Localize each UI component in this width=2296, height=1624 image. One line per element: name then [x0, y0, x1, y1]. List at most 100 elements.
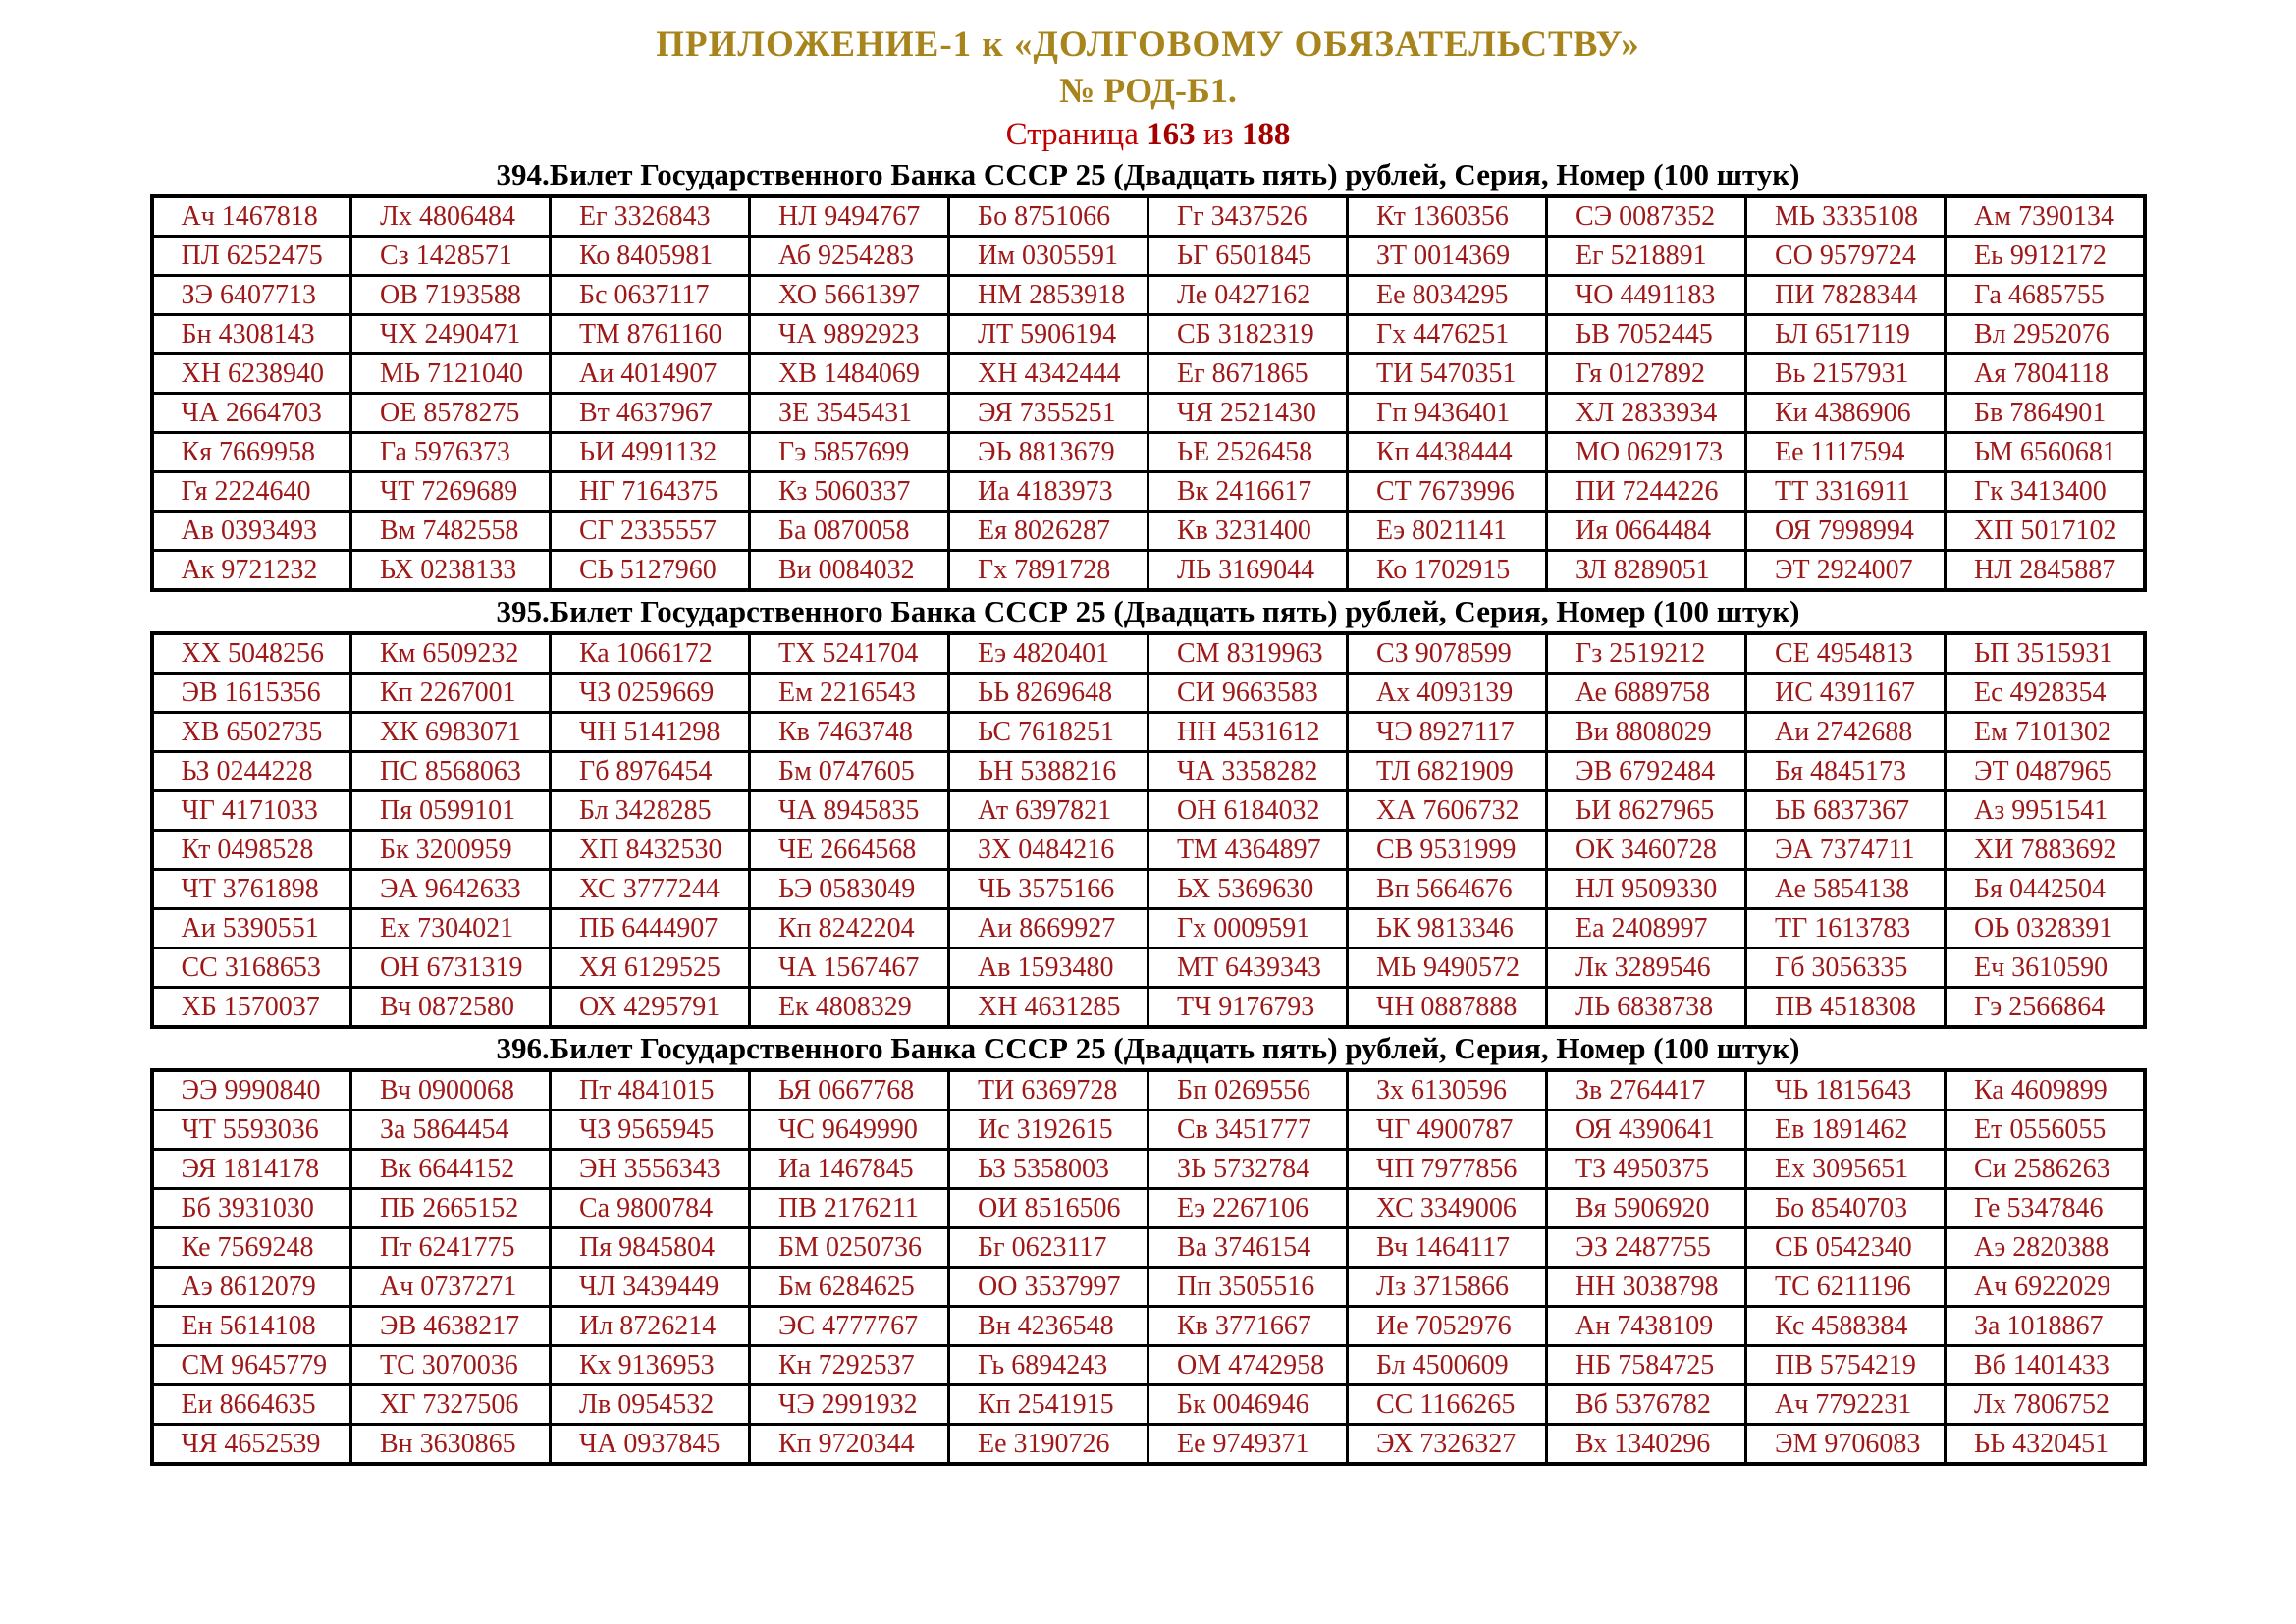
- serial-cell: ЗЛ 8289051: [1545, 549, 1747, 592]
- serial-cell: ТИ 5470351: [1346, 352, 1548, 395]
- serial-cell: ОИ 8516506: [947, 1187, 1149, 1229]
- serial-cell: ЬЭ 0583049: [748, 868, 950, 910]
- serial-cell: СБ 3182319: [1147, 313, 1349, 355]
- serial-cell: Еи 8664635: [150, 1383, 352, 1426]
- serial-cell: Бя 4845173: [1744, 750, 1947, 792]
- serial-cell: Пт 4841015: [549, 1068, 751, 1111]
- serial-cell: ЬН 5388216: [947, 750, 1149, 792]
- serial-cell: ЧН 0887888: [1346, 986, 1548, 1029]
- serial-cell: ТГ 1613783: [1744, 907, 1947, 949]
- serial-cell: За 5864454: [349, 1109, 552, 1151]
- serial-cell: ЭХ 7326327: [1346, 1423, 1548, 1466]
- serial-cell: Вт 4637967: [549, 392, 751, 434]
- serial-cell: ОХ 4295791: [549, 986, 751, 1029]
- serial-cell: Гб 3056335: [1744, 947, 1947, 989]
- serial-cell: ТЧ 9176793: [1147, 986, 1349, 1029]
- serial-cell: Ка 1066172: [549, 631, 751, 675]
- table-row: ЭЭ 9990840 Вч 0900068 Пт 4841015 ЬЯ 0667768…: [150, 1068, 2146, 1111]
- serial-cell: Кт 1360356: [1346, 194, 1548, 238]
- serial-cell: ЭЗ 2487755: [1545, 1226, 1747, 1269]
- serial-cell: ЭВ 6792484: [1545, 750, 1747, 792]
- serial-cell: Иа 1467845: [748, 1148, 950, 1190]
- serial-cell: Ил 8726214: [549, 1305, 751, 1347]
- serial-cell: ЬБ 6837367: [1744, 789, 1947, 832]
- serial-cell: ОМ 4742958: [1147, 1344, 1349, 1386]
- serial-cell: ЭЭ 9990840: [150, 1068, 352, 1111]
- serial-cell: Аи 8669927: [947, 907, 1149, 949]
- serial-cell: Ес 4928354: [1944, 672, 2146, 714]
- serial-cell: ЬВ 7052445: [1545, 313, 1747, 355]
- serial-cell: СЭ 0087352: [1545, 194, 1747, 238]
- table-row: Ке 7569248 Пт 6241775 Пя 9845804 БМ 0250736…: [150, 1226, 2146, 1269]
- serial-cell: Вб 1401433: [1944, 1344, 2146, 1386]
- serial-cell: ЧЯ 4652539: [150, 1423, 352, 1466]
- serial-cell: ЗТ 0014369: [1346, 235, 1548, 277]
- serial-cell: ЧА 3358282: [1147, 750, 1349, 792]
- serial-cell: Ет 0556055: [1944, 1109, 2146, 1151]
- serial-cell: Ак 9721232: [150, 549, 352, 592]
- serial-cell: ХН 6238940: [150, 352, 352, 395]
- serial-cell: ЗЕ 3545431: [748, 392, 950, 434]
- serial-cell: Гь 6894243: [947, 1344, 1149, 1386]
- serial-cell: Гх 7891728: [947, 549, 1149, 592]
- serial-cell: ЬИ 4991132: [549, 431, 751, 473]
- serial-cell: Км 6509232: [349, 631, 552, 675]
- serial-cell: ЭВ 1615356: [150, 672, 352, 714]
- serial-cell: ЧА 2664703: [150, 392, 352, 434]
- serial-cell: ЧТ 3761898: [150, 868, 352, 910]
- table-row: ХН 6238940 МЬ 7121040 Аи 4014907 ХВ 1484069…: [150, 352, 2146, 395]
- serial-cell: ЬЬ 4320451: [1944, 1423, 2146, 1466]
- page-word: Страница: [1005, 117, 1139, 152]
- serial-cell: Вп 5664676: [1346, 868, 1548, 910]
- serial-cell: ОВ 7193588: [349, 274, 552, 316]
- serial-cell: Еэ 8021141: [1346, 510, 1548, 552]
- serial-cell: Ия 0664484: [1545, 510, 1747, 552]
- table-title: 395.Билет Государственного Банка СССР 25…: [496, 594, 1800, 628]
- serial-cell: ЧО 4491183: [1545, 274, 1747, 316]
- serial-cell: ЬМ 6560681: [1944, 431, 2146, 473]
- serial-cell: ТИ 6369728: [947, 1068, 1149, 1111]
- serial-cell: Ач 6922029: [1944, 1266, 2146, 1308]
- serial-cell: Ег 5218891: [1545, 235, 1747, 277]
- serial-cell: ЭА 9642633: [349, 868, 552, 910]
- table-row: Ав 0393493 Вм 7482558 СГ 2335557 Ба 0870058…: [150, 510, 2146, 552]
- serial-cell: ЬК 9813346: [1346, 907, 1548, 949]
- serial-cell: Им 0305591: [947, 235, 1149, 277]
- serial-cell: Аз 9951541: [1944, 789, 2146, 832]
- serial-cell: МТ 6439343: [1147, 947, 1349, 989]
- serial-cell: ТЛ 6821909: [1346, 750, 1548, 792]
- serial-cell: Бл 4500609: [1346, 1344, 1548, 1386]
- serial-cell: НБ 7584725: [1545, 1344, 1747, 1386]
- serial-cell: СТ 7673996: [1346, 470, 1548, 513]
- serial-cell: Гз 2519212: [1545, 631, 1747, 675]
- serial-cell: ЧТ 5593036: [150, 1109, 352, 1151]
- table-row: Кт 0498528 Бк 3200959 ХП 8432530 ЧЕ 2664568…: [150, 829, 2146, 871]
- serial-cell: МЬ 7121040: [349, 352, 552, 395]
- serial-cell: ТТ 3316911: [1744, 470, 1947, 513]
- serial-cell: НЛ 9494767: [748, 194, 950, 238]
- serial-cell: Кп 8242204: [748, 907, 950, 949]
- serial-cell: Зв 2764417: [1545, 1068, 1747, 1111]
- serial-cell: Ки 4386906: [1744, 392, 1947, 434]
- serial-cell: ПБ 2665152: [349, 1187, 552, 1229]
- serial-cell: Зх 6130596: [1346, 1068, 1548, 1111]
- serial-cell: ЭТ 2924007: [1744, 549, 1947, 592]
- serial-table: Ач 1467818 Лх 4806484 Ег 3326843 НЛ 9494767…: [149, 194, 2147, 592]
- serial-cell: ТС 3070036: [349, 1344, 552, 1386]
- serial-cell: Кп 2267001: [349, 672, 552, 714]
- table-row: ЭЯ 1814178 Вк 6644152 ЭН 3556343 Иа 1467845…: [150, 1148, 2146, 1190]
- table-row: ЬЗ 0244228 ПС 8568063 Гб 8976454 Бм 0747605…: [150, 750, 2146, 792]
- serial-cell: Ен 5614108: [150, 1305, 352, 1347]
- serial-cell: Бв 7864901: [1944, 392, 2146, 434]
- serial-cell: Вь 2157931: [1744, 352, 1947, 395]
- serial-cell: НЛ 2845887: [1944, 549, 2146, 592]
- serial-cell: Сз 1428571: [349, 235, 552, 277]
- serial-cell: Ев 1891462: [1744, 1109, 1947, 1151]
- serial-cell: Га 4685755: [1944, 274, 2146, 316]
- serial-cell: СЬ 5127960: [549, 549, 751, 592]
- page-total-number: 188: [1241, 117, 1291, 152]
- serial-cell: ПВ 5754219: [1744, 1344, 1947, 1386]
- serial-cell: ЧХ 2490471: [349, 313, 552, 355]
- serial-cell: ЧА 8945835: [748, 789, 950, 832]
- serial-cell: ТХ 5241704: [748, 631, 950, 675]
